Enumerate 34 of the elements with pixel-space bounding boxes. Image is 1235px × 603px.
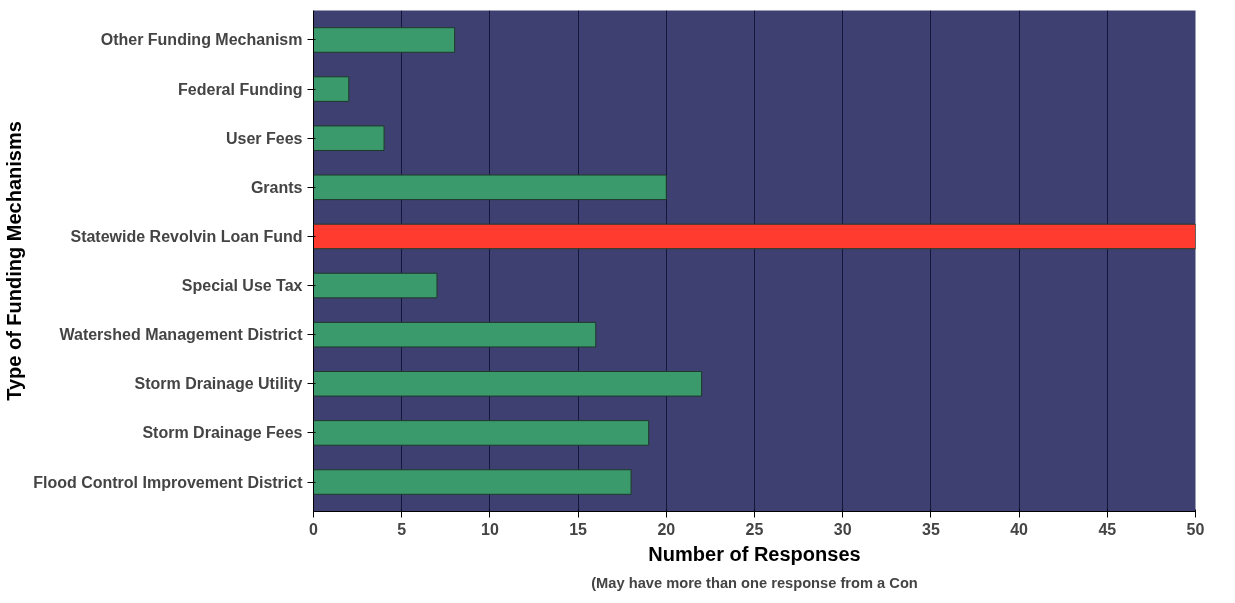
bar <box>313 125 385 151</box>
x-tick-label: 30 <box>833 520 852 538</box>
bar <box>313 27 456 53</box>
x-tick-label: 35 <box>922 520 940 538</box>
y-tick-label: Federal Funding <box>178 80 303 98</box>
bar <box>313 420 650 446</box>
bar <box>313 76 350 102</box>
y-tick-label: Grants <box>250 178 303 196</box>
x-tick-label: 0 <box>309 520 319 538</box>
y-tick-label: Special Use Tax <box>181 277 303 295</box>
x-axis-title: Number of Responses <box>648 542 861 565</box>
bar <box>313 272 438 299</box>
y-tick-label: Statewide Revolvin Loan Fund <box>70 227 303 245</box>
y-tick-label: User Fees <box>226 129 303 147</box>
y-axis-title: Type of Funding Mechanisms <box>3 121 26 401</box>
x-tick-label: 25 <box>745 520 764 538</box>
bar <box>313 321 597 348</box>
x-tick-label: 20 <box>657 520 676 538</box>
y-tick-label: Storm Drainage Utility <box>134 375 303 393</box>
bar <box>313 223 1196 250</box>
x-tick-label: 15 <box>569 520 588 538</box>
x-tick-label: 45 <box>1098 520 1117 538</box>
y-tick-label: Watershed Management District <box>59 326 304 344</box>
x-tick-label: 10 <box>481 520 499 538</box>
y-tick-label: Flood Control Improvement District <box>33 473 304 491</box>
bar <box>313 371 703 397</box>
text: (May have more than one response from a Con <box>591 574 918 591</box>
y-tick-label: Other Funding Mechanism <box>100 31 303 49</box>
bar <box>313 469 632 495</box>
y-tick-label: Storm Drainage Fees <box>142 424 303 442</box>
bar <box>313 174 667 201</box>
x-tick-label: 50 <box>1186 520 1205 538</box>
x-tick-label: 40 <box>1010 520 1029 538</box>
x-tick-label: 5 <box>397 520 407 538</box>
